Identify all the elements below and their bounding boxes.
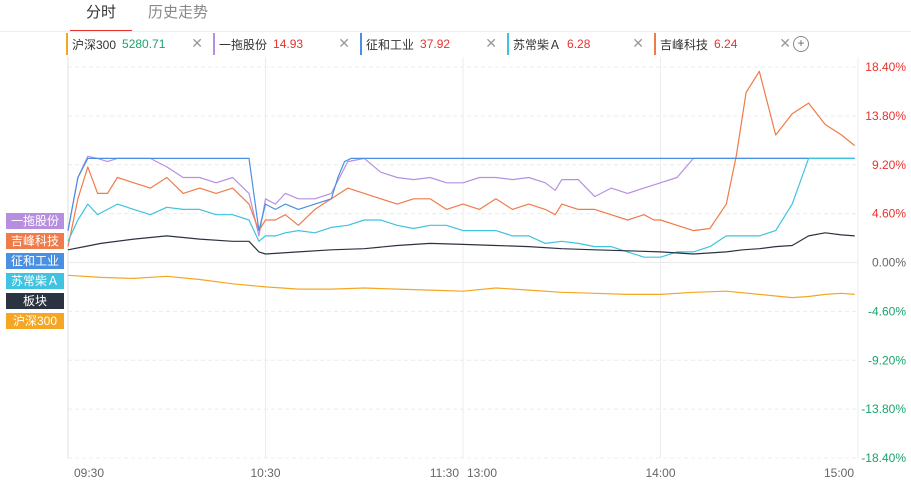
plus-circle-icon[interactable]: + xyxy=(793,36,809,52)
y-tick-label: -4.60% xyxy=(868,304,906,318)
y-tick-label: -18.40% xyxy=(861,451,906,465)
x-tick-label: 10:30 xyxy=(250,466,280,480)
legend-item: 沪深300 xyxy=(6,313,64,329)
legend-item: 板块 xyxy=(6,293,64,309)
chip-price: 6.24 xyxy=(714,37,738,51)
x-tick-label: 14:00 xyxy=(645,466,675,480)
chip-name: 吉峰科技 xyxy=(660,37,709,52)
x-tick-label: 13:00 xyxy=(467,466,497,480)
y-tick-label: 0.00% xyxy=(872,256,906,270)
x-tick-label: 11:30 xyxy=(430,466,459,480)
chip-price: 37.92 xyxy=(420,37,451,51)
close-icon[interactable]: ✕ xyxy=(191,35,203,51)
y-tick-label: 18.40% xyxy=(865,60,906,74)
legend-item: 征和工业 xyxy=(6,253,64,269)
series-line xyxy=(67,157,855,232)
series-legend: 一拖股份 吉峰科技 征和工业 苏常柴Ａ 板块 沪深300 xyxy=(6,213,64,333)
series-line xyxy=(67,274,855,299)
chip-name: 苏常柴Ａ xyxy=(513,37,562,52)
close-icon[interactable]: ✕ xyxy=(632,35,644,51)
stock-chip-csi300[interactable]: 沪深300 5280.71 ✕ xyxy=(66,33,209,55)
tab-history[interactable]: 历史走势 xyxy=(148,4,209,21)
stock-chip-zhenghe[interactable]: 征和工业 37.92 ✕ xyxy=(360,33,503,55)
stock-chip-jifeng[interactable]: 吉峰科技 6.24 ✕ xyxy=(654,33,797,55)
series-line xyxy=(67,232,855,255)
stock-chip-yituo[interactable]: 一拖股份 14.93 ✕ xyxy=(213,33,356,55)
legend-item: 一拖股份 xyxy=(6,213,64,229)
chip-name: 沪深300 xyxy=(72,37,117,52)
y-tick-label: 4.60% xyxy=(872,207,906,221)
stock-chip-bar: 沪深300 5280.71 ✕ 一拖股份 14.93 ✕ 征和工业 37.92 … xyxy=(66,33,801,57)
legend-item: 苏常柴Ａ xyxy=(6,273,64,289)
y-tick-label: -13.80% xyxy=(861,402,906,416)
legend-item: 吉峰科技 xyxy=(6,233,64,249)
series-line xyxy=(67,70,856,247)
x-tick-label: 15:00 xyxy=(824,466,854,480)
tab-divider xyxy=(0,31,911,32)
chip-price: 5280.71 xyxy=(122,37,166,51)
close-icon[interactable]: ✕ xyxy=(485,35,497,51)
chip-name: 一拖股份 xyxy=(219,37,268,52)
series-line xyxy=(67,155,855,237)
stock-chip-suchangchai[interactable]: 苏常柴Ａ 6.28 ✕ xyxy=(507,33,650,55)
y-tick-label: 13.80% xyxy=(865,109,906,123)
series-line xyxy=(67,157,855,258)
chip-name: 征和工业 xyxy=(366,37,415,52)
close-icon[interactable]: ✕ xyxy=(338,35,350,51)
chip-price: 6.28 xyxy=(567,37,591,51)
close-icon[interactable]: ✕ xyxy=(779,35,791,51)
chip-price: 14.93 xyxy=(273,37,304,51)
y-tick-label: 9.20% xyxy=(872,158,906,172)
y-tick-label: -9.20% xyxy=(868,353,906,367)
x-tick-label: 09:30 xyxy=(74,466,104,480)
